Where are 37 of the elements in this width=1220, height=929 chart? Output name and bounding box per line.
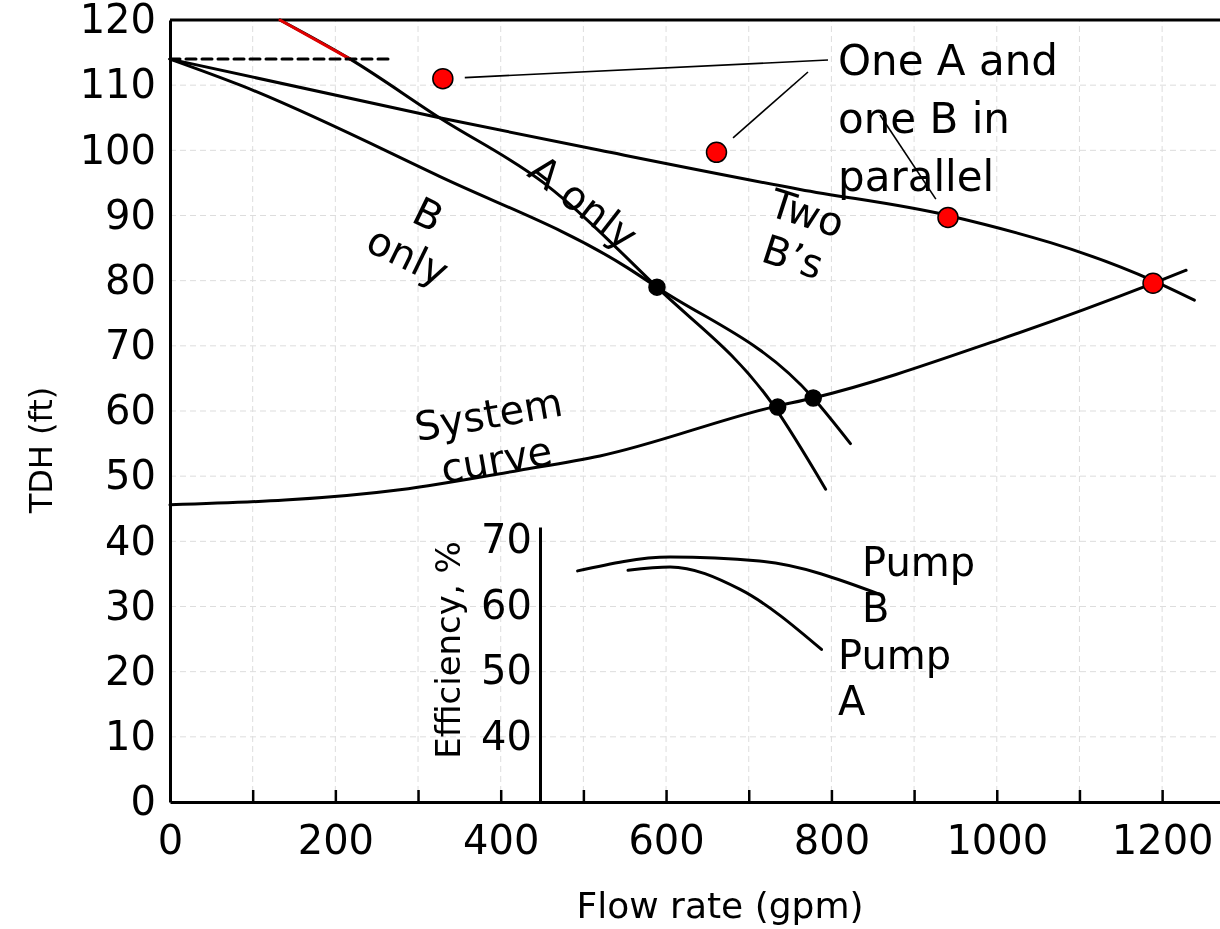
point: [804, 389, 822, 407]
point: [648, 278, 666, 296]
y-tick-label: 50: [105, 452, 156, 499]
y2-tick-label: 50: [481, 647, 532, 694]
x-tick-label: 1000: [946, 817, 1049, 864]
y-tick-label: 70: [105, 322, 156, 369]
y-tick-label: 30: [105, 582, 156, 629]
series-label: Pump A: [838, 632, 952, 724]
point: [432, 67, 454, 90]
y-tick-label: 120: [79, 0, 156, 43]
x-tick-label: 400: [463, 817, 540, 864]
point: [705, 141, 728, 164]
y-tick-label: 100: [79, 126, 156, 173]
y2-tick-label: 70: [481, 516, 532, 563]
x-tick-label: 200: [297, 817, 375, 864]
y-tick-label: 40: [105, 517, 156, 564]
line-series: [626, 565, 823, 651]
y-tick-label: 10: [105, 713, 156, 760]
y-tick-label: 110: [79, 61, 156, 108]
point: [937, 206, 959, 229]
point: [768, 398, 787, 416]
text: System curve: [411, 378, 566, 493]
point: [1142, 272, 1164, 295]
y2-tick-label: 60: [481, 581, 532, 628]
x-tick-label: 600: [628, 817, 705, 864]
x-tick-label: 800: [793, 817, 871, 864]
y-tick-label: 90: [105, 191, 156, 238]
text: B only: [359, 187, 457, 295]
x-axis-title: Flow rate (gpm): [576, 885, 864, 926]
y2-axis-title: Efficiency, %: [428, 541, 468, 759]
y-tick-label: 80: [105, 256, 156, 303]
y-tick-label: 60: [105, 387, 156, 434]
y-tick-label: 20: [105, 647, 156, 694]
y-axis-title: TDH (ft): [22, 386, 60, 515]
x-tick-label: 1200: [1111, 817, 1214, 864]
y2-tick-label: 40: [481, 712, 532, 759]
y-tick-label: 0: [130, 778, 156, 825]
